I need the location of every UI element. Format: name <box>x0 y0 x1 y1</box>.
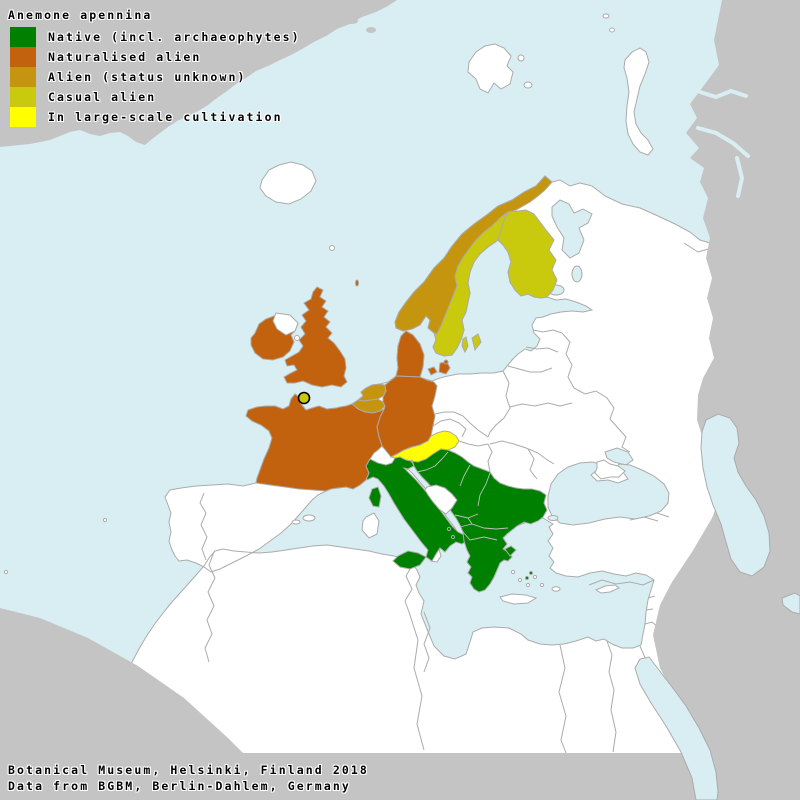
aegean-islet-5 <box>539 582 545 588</box>
outside-southwest <box>0 608 288 800</box>
country-denmark <box>395 330 425 378</box>
legend: Anemone apennina Native (incl. archaeoph… <box>8 4 299 127</box>
arctic-estuaries <box>696 88 750 198</box>
greenland-islet-2 <box>366 27 376 33</box>
iceland <box>259 161 317 205</box>
legend-swatch-naturalised <box>10 47 36 67</box>
sardinia <box>361 512 380 539</box>
arctic-islet-2 <box>609 27 615 33</box>
arctic-islet <box>602 13 610 19</box>
svalbard-islet-2 <box>523 81 533 89</box>
island-oland <box>461 336 469 354</box>
faroe-islands <box>329 245 335 251</box>
legend-row-cultivation: In large-scale cultivation <box>10 107 301 127</box>
status-countries <box>245 175 558 593</box>
legend-label-native: Native (incl. archaeophytes) <box>48 30 301 44</box>
sea-of-azov <box>604 447 634 466</box>
inland-seas <box>432 199 800 800</box>
channel-islands-marker <box>297 391 311 405</box>
legend-row-native: Native (incl. archaeophytes) <box>10 27 301 47</box>
novaya-zemlya <box>623 47 654 156</box>
aegean-islet-4 <box>532 574 538 580</box>
white-islands <box>3 13 654 605</box>
legend-label-alien-unknown: Alien (status unknown) <box>48 70 247 84</box>
credits-line1: Botanical Museum, Helsinki, Finland 2018 <box>8 763 369 777</box>
aegean-islet-1 <box>510 569 516 575</box>
country-italy <box>365 456 469 562</box>
atlantic-islet-2 <box>3 569 9 575</box>
legend-swatch-cultivation <box>10 107 36 127</box>
legend-rows: Native (incl. archaeophytes) Naturalised… <box>10 27 301 127</box>
country-great-britain <box>283 286 348 388</box>
country-finland <box>497 209 558 299</box>
svalbard-islet <box>517 54 525 62</box>
legend-label-casual: Casual alien <box>48 90 157 104</box>
persian-gulf <box>781 592 800 615</box>
aegean-green-islands <box>524 570 534 581</box>
map-title: Anemone apennina <box>8 8 153 22</box>
island-funen <box>427 366 438 376</box>
black-sea <box>547 461 670 526</box>
atlantic-islet <box>102 517 108 523</box>
legend-label-naturalised: Naturalised alien <box>48 50 202 64</box>
caspian-sea <box>700 413 771 577</box>
legend-swatch-casual <box>10 87 36 107</box>
sea-of-marmara <box>547 515 559 521</box>
region-balkans-native <box>409 448 548 593</box>
ionian-islands <box>446 526 456 540</box>
legend-row-alien-unknown: Alien (status unknown) <box>10 67 301 87</box>
legend-row-casual: Casual alien <box>10 87 301 107</box>
country-sweden <box>432 211 509 357</box>
isle-of-man <box>294 335 300 341</box>
greenland <box>0 0 397 147</box>
lake-onega <box>571 265 583 283</box>
legend-swatch-alien-unknown <box>10 67 36 87</box>
outside-bottom-strip <box>0 753 800 800</box>
country-borders <box>199 242 719 754</box>
cyprus <box>594 584 620 594</box>
svalbard <box>467 43 514 94</box>
ibiza <box>291 519 301 525</box>
aegean-islet-3 <box>525 582 531 588</box>
country-bosnia <box>424 484 458 515</box>
greenland-islet <box>346 18 358 24</box>
island-corsica <box>368 486 382 508</box>
aegean-islet-2 <box>517 577 523 583</box>
island-sicily <box>392 550 427 570</box>
northern-ireland <box>272 312 299 336</box>
crimea <box>594 459 626 480</box>
white-sea <box>551 199 593 259</box>
credits-line2: Data from BGBM, Berlin-Dahlem, Germany <box>8 779 351 793</box>
crete <box>499 593 538 605</box>
island-shetland <box>355 279 359 287</box>
red-sea <box>634 656 719 800</box>
country-france <box>245 393 386 492</box>
rhodes <box>551 586 561 592</box>
island-gotland <box>471 333 482 352</box>
outside-east <box>653 0 800 800</box>
balkan-internal-borders <box>416 451 539 541</box>
legend-swatch-native <box>10 27 36 47</box>
island-bornholm <box>443 359 449 365</box>
credits: Botanical Museum, Helsinki, Finland 2018… <box>8 762 369 794</box>
legend-row-naturalised: Naturalised alien <box>10 47 301 67</box>
island-euboea <box>504 545 517 557</box>
mallorca <box>302 514 316 522</box>
legend-label-cultivation: In large-scale cultivation <box>48 110 283 124</box>
